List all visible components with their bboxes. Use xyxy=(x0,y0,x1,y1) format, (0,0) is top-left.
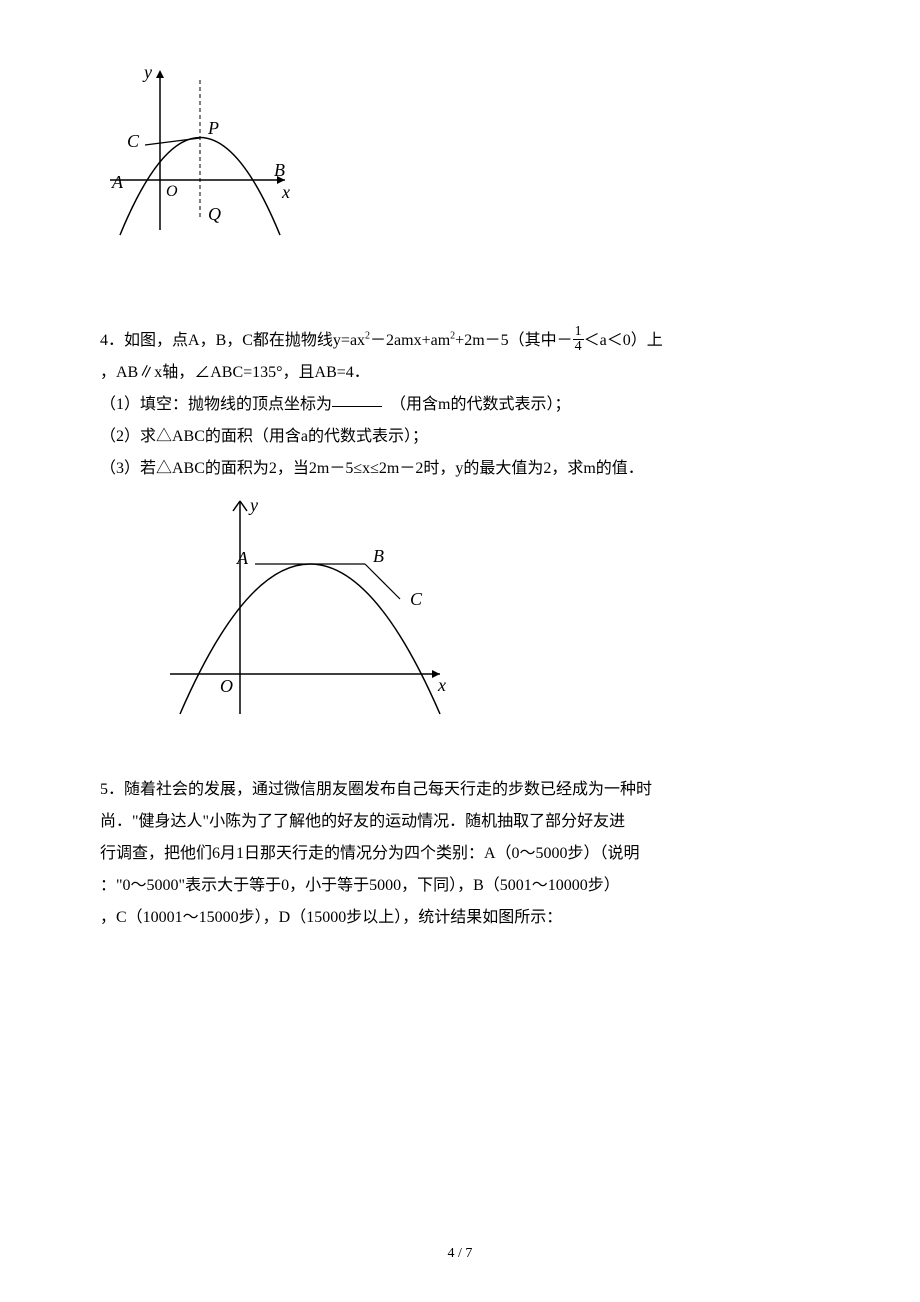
label-q: Q xyxy=(208,204,221,224)
p5-line5: ，C（10001～15000步），D（15000步以上），统计结果如图所示： xyxy=(100,902,820,934)
p5-line4: ："0～5000"表示大于等于0，小于等于5000，下同），B（5001～100… xyxy=(100,870,820,902)
axis-x: x xyxy=(281,182,290,202)
label-b2: B xyxy=(373,546,384,566)
p4-sub3: （3）若△ABC的面积为2，当2m－5≤x≤2m－2时，y的最大值为2，求m的值… xyxy=(100,453,820,485)
p5-line1: 5．随着社会的发展，通过微信朋友圈发布自己每天行走的步数已经成为一种时 xyxy=(100,774,820,806)
label-a2: A xyxy=(236,548,249,568)
p4-sub2: （2）求△ABC的面积（用含a的代数式表示）； xyxy=(100,421,820,453)
label-a: A xyxy=(111,172,124,192)
p5-line3: 行调查，把他们6月1日那天行走的情况分为四个类别：A（0～5000步）（说明 xyxy=(100,838,820,870)
figure-2: A B C O x y xyxy=(160,489,820,724)
p4-sub1: （1）填空：抛物线的顶点坐标为 （用含m的代数式表示）； xyxy=(100,389,820,421)
blank-fill xyxy=(332,406,382,407)
page-number: 4 / 7 xyxy=(0,1246,920,1262)
figure-1: A B C P Q O x y xyxy=(100,60,820,265)
axis-y2: y xyxy=(248,495,258,515)
p5-line2: 尚．"健身达人"小陈为了了解他的好友的运动情况．随机抽取了部分好友进 xyxy=(100,806,820,838)
parabola-diagram-1: A B C P Q O x y xyxy=(100,60,300,260)
problem-4: 4．如图，点A，B，C都在抛物线y=ax2－2amx+am2+2m－5（其中－1… xyxy=(100,325,820,485)
label-c: C xyxy=(127,131,140,151)
p5-number: 5． xyxy=(100,781,124,798)
label-c2: C xyxy=(410,589,423,609)
label-o2: O xyxy=(220,676,233,696)
label-b: B xyxy=(274,160,285,180)
label-o: O xyxy=(166,183,178,200)
fraction-1-4: 14 xyxy=(573,325,584,354)
p4-line2: ，AB∥x轴，∠ABC=135°，且AB=4． xyxy=(100,357,820,389)
axis-y: y xyxy=(142,62,152,82)
axis-x2: x xyxy=(437,675,446,695)
label-p: P xyxy=(207,118,219,138)
p4-number: 4． xyxy=(100,332,124,349)
parabola-diagram-2: A B C O x y xyxy=(160,489,460,719)
problem-5: 5．随着社会的发展，通过微信朋友圈发布自己每天行走的步数已经成为一种时 尚．"健… xyxy=(100,774,820,934)
p4-line1: 4．如图，点A，B，C都在抛物线y=ax2－2amx+am2+2m－5（其中－1… xyxy=(100,325,820,357)
